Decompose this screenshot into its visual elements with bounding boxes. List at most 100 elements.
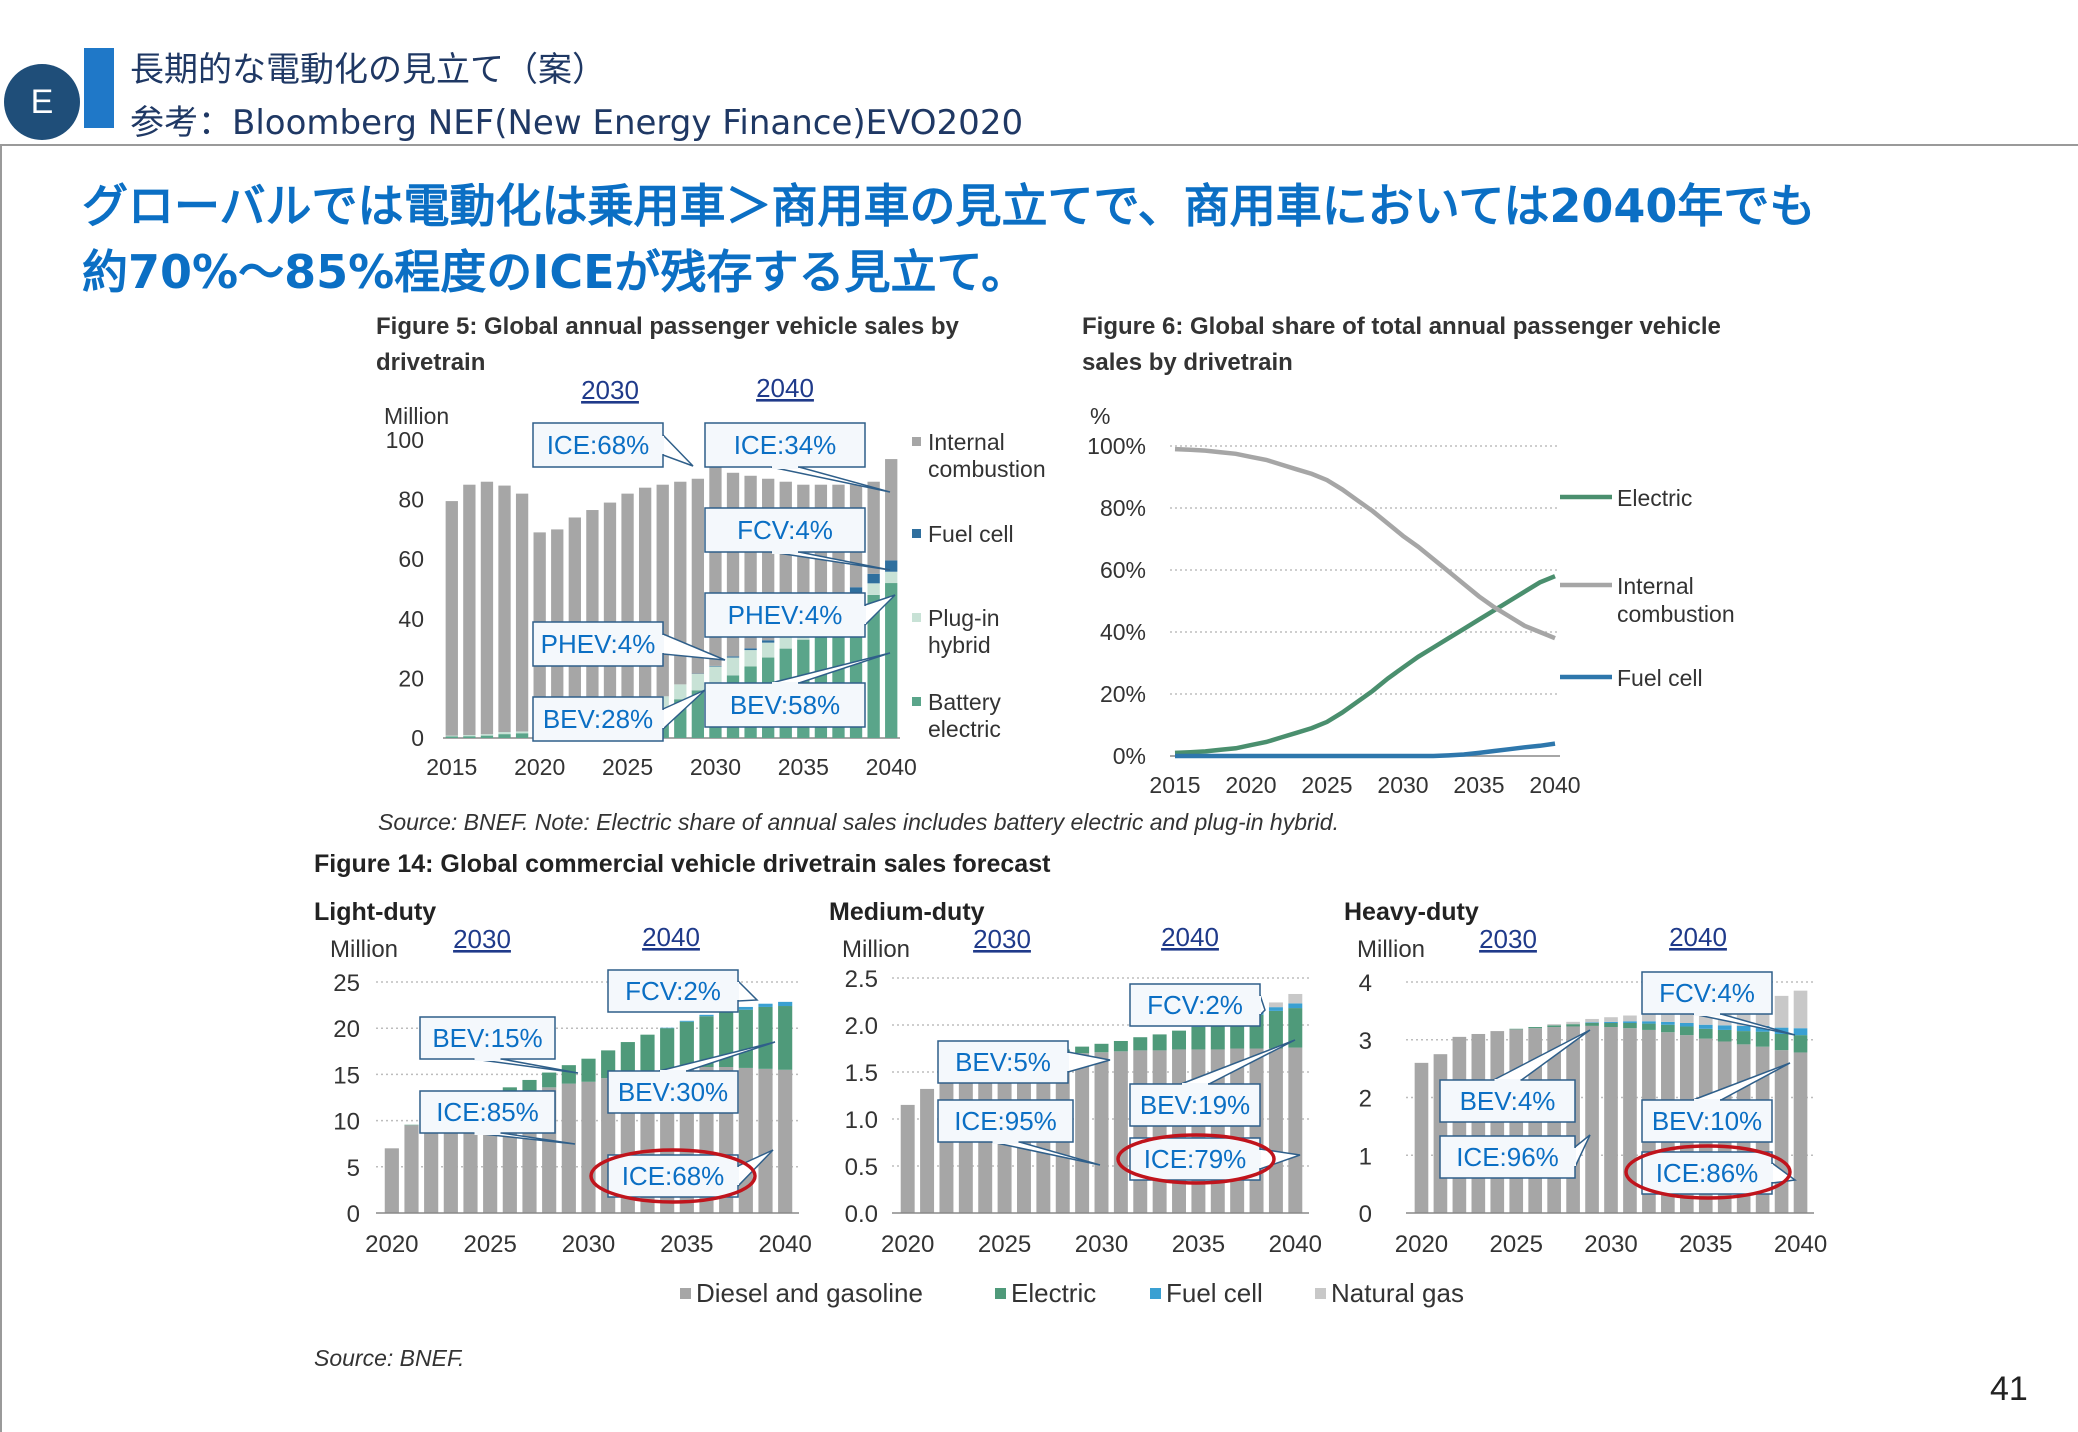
cv_heavy-bar-natural-gas-2034 bbox=[1679, 1013, 1694, 1024]
cv_medium-bar-diesel-and-gasoline-2020 bbox=[900, 1104, 915, 1213]
cv_light-ytick: 5 bbox=[347, 1155, 360, 1182]
fig5-xtick: 2020 bbox=[514, 754, 565, 780]
cv_heavy-bar-fuel-cell-2034 bbox=[1679, 1023, 1694, 1027]
light-callout-fcv-2040-pointer bbox=[737, 979, 759, 1002]
fig6-ylabel: % bbox=[1090, 403, 1110, 429]
cv_heavy-bar-fuel-cell-2040 bbox=[1793, 1028, 1808, 1036]
cv_medium-bar-electric-2029 bbox=[1075, 1046, 1090, 1054]
medium-callout-fcv-2040: FCV:2% bbox=[1147, 990, 1243, 1020]
cv_medium-bar-diesel-and-gasoline-2030 bbox=[1094, 1052, 1109, 1213]
cv_light-xtick: 2030 bbox=[562, 1231, 615, 1258]
fig5-bar-internal-combustion-2016 bbox=[463, 484, 476, 736]
cv_heavy-bar-natural-gas-2030 bbox=[1604, 1017, 1618, 1022]
fig5-callout-bev-2040-pointer-join bbox=[772, 682, 798, 685]
cv_heavy-ylabel: Million bbox=[1357, 936, 1425, 963]
light-callout-ice-2030-pointer-join bbox=[474, 1132, 501, 1135]
cv_medium-bar-diesel-and-gasoline-2035 bbox=[1191, 1049, 1206, 1213]
fig5-bar-battery-electric-2039 bbox=[867, 594, 880, 738]
fig5-xtick: 2030 bbox=[690, 754, 741, 780]
fig6-ytick: 40% bbox=[1100, 619, 1146, 645]
left-border bbox=[0, 146, 2, 1432]
medium-callout-ice-2030: ICE:95% bbox=[954, 1106, 1057, 1136]
light-callout-bev-2030: BEV:15% bbox=[432, 1023, 542, 1053]
source-note-2: Source: BNEF. bbox=[314, 1345, 464, 1371]
heavy-callout-fcv-2040-pointer-join bbox=[1694, 1013, 1720, 1016]
cv_light-bar-diesel-and-gasoline-2023 bbox=[443, 1109, 458, 1213]
cv_light-bar-diesel-and-gasoline-2020 bbox=[384, 1148, 399, 1213]
cv_medium-ytick: 2.0 bbox=[845, 1013, 878, 1040]
fig5-legend-label: Battery bbox=[928, 689, 1001, 715]
cv_heavy-bar-electric-2034 bbox=[1679, 1026, 1694, 1036]
fig6-xtick: 2035 bbox=[1453, 772, 1504, 798]
cv_heavy-bar-fuel-cell-2035 bbox=[1698, 1024, 1713, 1029]
fig5-bar-fuel-cell-2039 bbox=[867, 573, 880, 584]
cv_medium-bar-diesel-and-gasoline-2021 bbox=[920, 1088, 935, 1213]
heavy-callout-ice-2040: ICE:86% bbox=[1656, 1158, 1759, 1188]
medium-callout-bev-2030-pointer-join bbox=[1066, 1053, 1069, 1071]
fig6-line-fuel-cell bbox=[1175, 741, 1556, 759]
heavy-callout-fcv-2040: FCV:4% bbox=[1659, 978, 1755, 1008]
fig5-bar-internal-combustion-2026 bbox=[638, 487, 652, 705]
cv_medium-xtick: 2025 bbox=[978, 1231, 1031, 1258]
cv_medium-bar-electric-2033 bbox=[1152, 1034, 1167, 1051]
medium-callout-bev-2030-box bbox=[937, 1040, 1069, 1084]
heavy-callout-ice-2030: ICE:96% bbox=[1456, 1142, 1559, 1172]
light-callout-bev-2040-pointer-join bbox=[660, 1070, 686, 1073]
fig5-ytick: 80 bbox=[398, 487, 424, 513]
cv_light-bar-fuel-cell-2040 bbox=[778, 1001, 793, 1007]
cv_heavy-ytick: 2 bbox=[1359, 1086, 1372, 1113]
fig6-ytick: 100% bbox=[1087, 433, 1146, 459]
light-callout-bev-2040-box bbox=[607, 1070, 739, 1114]
cv_medium-ytick: 0.0 bbox=[845, 1201, 878, 1228]
cv_light-bar-diesel-and-gasoline-2039 bbox=[758, 1068, 773, 1213]
fig5-bar-plug-in-hybrid-2040 bbox=[885, 571, 898, 584]
cv_light-ytick: 0 bbox=[347, 1201, 360, 1228]
medium-callout-ice-2030-pointer-join bbox=[992, 1141, 1019, 1144]
fig5-callout-ice-2040-box bbox=[704, 422, 866, 468]
cv_medium-bar-electric-2039 bbox=[1268, 1010, 1283, 1049]
cv_light-bar-fuel-cell-2038 bbox=[738, 1006, 753, 1010]
cv-legend-swatch bbox=[680, 1288, 691, 1299]
fig6-ytick: 60% bbox=[1100, 557, 1146, 583]
fig5-xtick: 2040 bbox=[866, 754, 917, 780]
fig5-callout-fcv-2040: FCV:4% bbox=[737, 515, 833, 545]
fig5-bar-battery-electric-2040 bbox=[885, 583, 898, 738]
cv_heavy-bar-fuel-cell-2029 bbox=[1585, 1022, 1599, 1024]
cv_heavy-bar-electric-2038 bbox=[1755, 1031, 1770, 1047]
fig5-bar-internal-combustion-2039 bbox=[867, 481, 880, 574]
cv_heavy-bar-natural-gas-2031 bbox=[1623, 1015, 1637, 1022]
heavy-ice-2040-highlight bbox=[1624, 1144, 1792, 1200]
cv_heavy-bar-natural-gas-2035 bbox=[1698, 1014, 1713, 1025]
cv_heavy-bar-natural-gas-2029 bbox=[1585, 1018, 1599, 1023]
cv_heavy-bar-diesel-and-gasoline-2030 bbox=[1604, 1027, 1618, 1213]
fig6-ytick: 80% bbox=[1100, 495, 1146, 521]
fig5-bar-internal-combustion-2040 bbox=[885, 459, 898, 561]
fig5-callout-phev-2030-pointer-join bbox=[661, 635, 664, 653]
fig5-callout-ice-2030-pointer-join bbox=[661, 436, 664, 454]
cv_medium-bar-electric-2035 bbox=[1191, 1026, 1206, 1050]
cv_heavy-bar-diesel-and-gasoline-2029 bbox=[1585, 1025, 1599, 1213]
fig5-bar-plug-in-hybrid-2034 bbox=[779, 634, 792, 649]
source-note-1: Source: BNEF. Note: Electric share of an… bbox=[378, 809, 1339, 835]
fig5-callout-bev-2040: BEV:58% bbox=[730, 690, 840, 720]
fig5-bar-plug-in-hybrid-2031 bbox=[726, 657, 740, 676]
light-callout-bev-2040: BEV:30% bbox=[618, 1077, 728, 1107]
fig5-bar-fuel-cell-2038 bbox=[849, 587, 863, 595]
section-badge: E bbox=[4, 64, 80, 140]
cv_light-bar-diesel-and-gasoline-2040 bbox=[778, 1069, 793, 1213]
fig5-callout-bev-2030-pointer-join bbox=[661, 710, 664, 728]
fig5-bar-plug-in-hybrid-2029 bbox=[691, 673, 705, 691]
fig6-legend-label: Electric bbox=[1617, 485, 1692, 511]
cv_medium-bar-diesel-and-gasoline-2040 bbox=[1288, 1047, 1303, 1213]
light-ice-2040-highlight bbox=[589, 1148, 757, 1204]
fig5-callout-phev-2040: PHEV:4% bbox=[728, 600, 843, 630]
cv_light-year-2040: 2040 bbox=[642, 922, 700, 952]
heavy-callout-bev-2030-pointer-join bbox=[1494, 1079, 1521, 1082]
cv_light-ytick: 15 bbox=[333, 1062, 360, 1089]
cv_medium-bar-electric-2031 bbox=[1113, 1040, 1128, 1052]
cv_heavy-bar-diesel-and-gasoline-2021 bbox=[1433, 1054, 1448, 1213]
cv_medium-bar-diesel-and-gasoline-2033 bbox=[1152, 1050, 1167, 1213]
fig5-bar-plug-in-hybrid-2033 bbox=[762, 642, 775, 658]
cv_heavy-bar-fuel-cell-2030 bbox=[1604, 1021, 1618, 1024]
fig14-title: Figure 14: Global commercial vehicle dri… bbox=[314, 850, 1051, 878]
